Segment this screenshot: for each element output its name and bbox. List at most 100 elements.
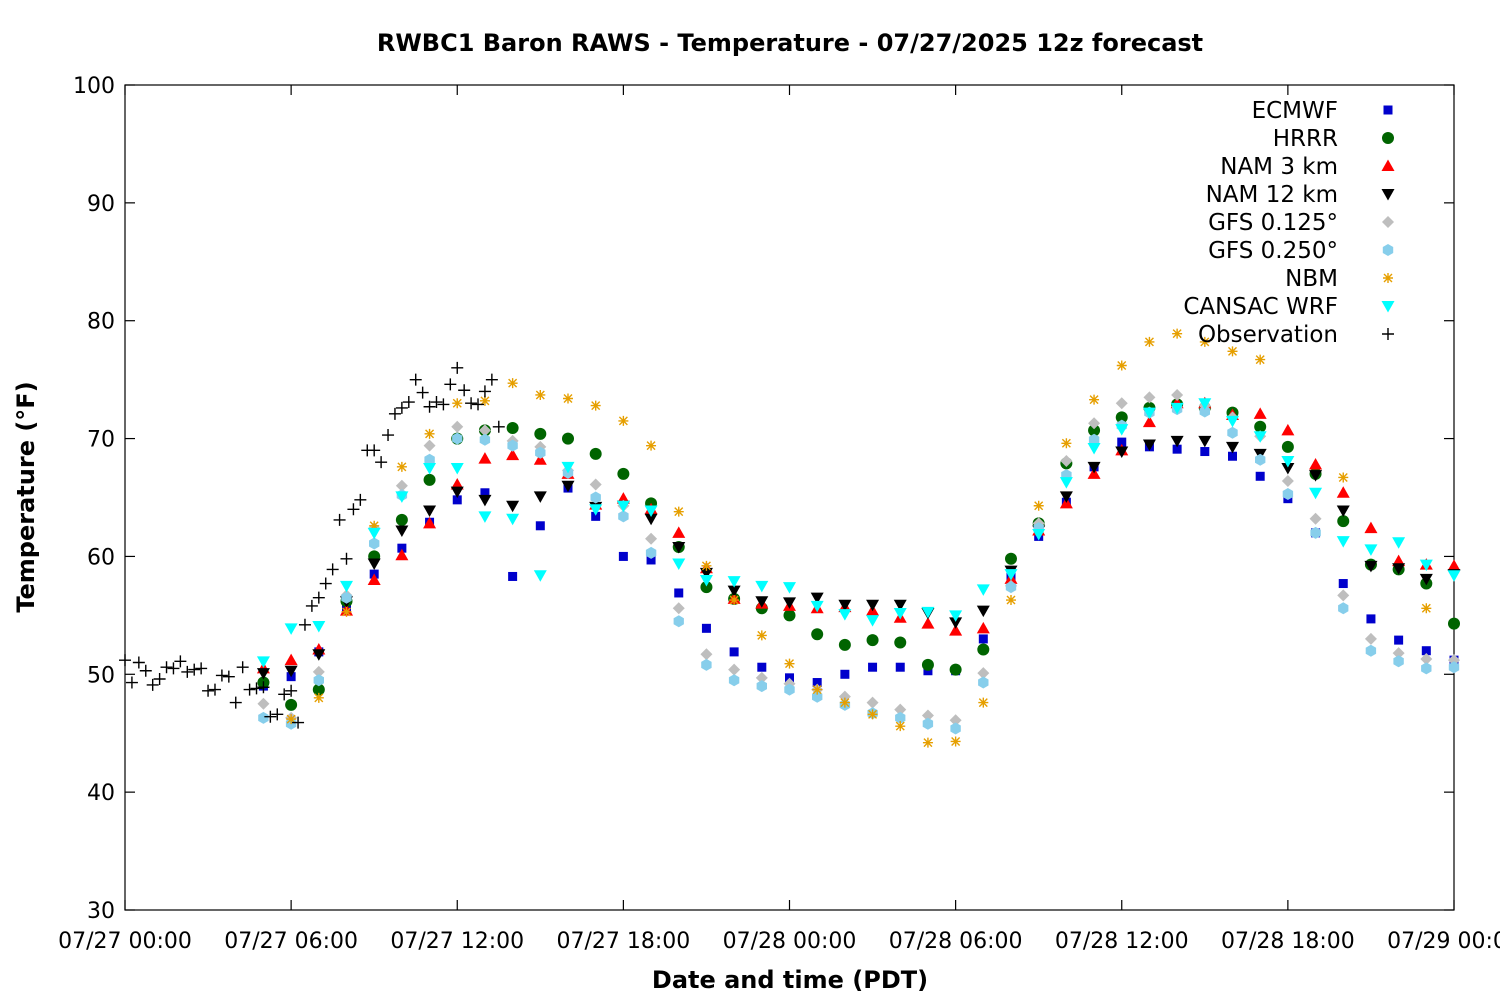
data-point [1255, 453, 1266, 466]
data-point [160, 661, 173, 674]
data-point [672, 542, 686, 554]
data-point [893, 599, 907, 612]
data-point [1447, 559, 1461, 571]
data-point [866, 634, 879, 647]
data-point [397, 543, 407, 553]
data-point [284, 623, 298, 635]
data-point [976, 621, 990, 634]
data-point [367, 573, 381, 585]
data-point [423, 463, 437, 475]
data-point [424, 428, 435, 439]
data-point [533, 491, 547, 503]
data-point [755, 671, 768, 684]
legend-marker [1382, 216, 1394, 228]
y-tick-label: 60 [87, 545, 115, 570]
data-point [492, 420, 505, 433]
data-point [1448, 617, 1460, 630]
data-point [812, 690, 823, 703]
data-point [395, 401, 408, 414]
data-point [452, 398, 463, 409]
data-point [950, 722, 961, 735]
data-point [783, 609, 796, 622]
data-point [472, 398, 485, 411]
legend-entry-label: GFS 0.125° [1208, 210, 1338, 236]
data-point [589, 478, 602, 491]
data-point [326, 563, 339, 576]
data-point [1198, 435, 1212, 448]
data-point [506, 448, 520, 461]
data-point [395, 479, 408, 492]
data-point [312, 683, 325, 696]
data-point [1170, 435, 1184, 448]
data-point [257, 697, 270, 710]
data-point [264, 710, 277, 723]
data-point [424, 453, 435, 466]
data-point [1365, 644, 1377, 657]
data-point [229, 696, 242, 709]
data-point [423, 516, 437, 529]
data-point [1336, 486, 1350, 498]
data-point [949, 714, 962, 727]
data-point [701, 623, 711, 633]
data-point [561, 461, 575, 474]
x-tick-label: 07/29 00:00 [1387, 929, 1500, 954]
data-point [167, 662, 180, 675]
data-point [188, 663, 201, 676]
legend-entry-label: NBM [1285, 266, 1338, 292]
data-point [783, 597, 796, 609]
data-point [430, 396, 443, 409]
data-point [617, 467, 630, 480]
series-nam-3-km [256, 396, 1461, 674]
data-point [139, 664, 152, 677]
data-point [395, 491, 409, 503]
y-axis-label: Temperature (°F) [12, 381, 40, 612]
plot-area-frame [124, 84, 1455, 911]
data-point [922, 737, 933, 748]
data-point [119, 654, 131, 667]
data-point [645, 546, 657, 559]
data-point [1199, 336, 1210, 347]
data-point [1142, 439, 1156, 451]
data-point [271, 708, 284, 721]
data-point [313, 674, 324, 687]
legend-marker [1382, 132, 1394, 144]
y-tick-label: 70 [87, 428, 115, 453]
data-point [1309, 458, 1323, 470]
data-point [402, 396, 415, 409]
data-point [729, 595, 740, 606]
data-point [1447, 570, 1461, 582]
data-point [1281, 423, 1295, 436]
data-point [1338, 579, 1348, 589]
data-point [868, 662, 878, 672]
data-point [534, 427, 547, 440]
y-tick-label: 80 [87, 310, 115, 335]
data-point [1364, 560, 1378, 573]
data-point [535, 521, 545, 531]
y-tick-label: 30 [87, 899, 115, 924]
data-point [590, 491, 601, 504]
data-point [977, 643, 990, 656]
data-point [1059, 491, 1073, 503]
data-point [1033, 500, 1044, 511]
data-point [1337, 589, 1350, 602]
data-point [645, 532, 658, 545]
data-point [1338, 602, 1349, 615]
data-point [285, 698, 298, 711]
data-point [1253, 407, 1267, 419]
data-point [450, 463, 464, 475]
x-tick-label: 07/28 06:00 [889, 929, 1023, 954]
data-point [1198, 398, 1212, 410]
data-point [340, 552, 353, 565]
data-point [1006, 595, 1016, 606]
data-point [1060, 454, 1073, 467]
data-point [423, 505, 437, 517]
data-point [561, 480, 575, 493]
data-point [1364, 544, 1378, 556]
data-point [368, 444, 381, 457]
data-point [333, 513, 346, 526]
y-tick-label: 90 [87, 192, 115, 217]
data-point [756, 680, 767, 693]
x-tick-label: 07/28 00:00 [723, 929, 857, 954]
